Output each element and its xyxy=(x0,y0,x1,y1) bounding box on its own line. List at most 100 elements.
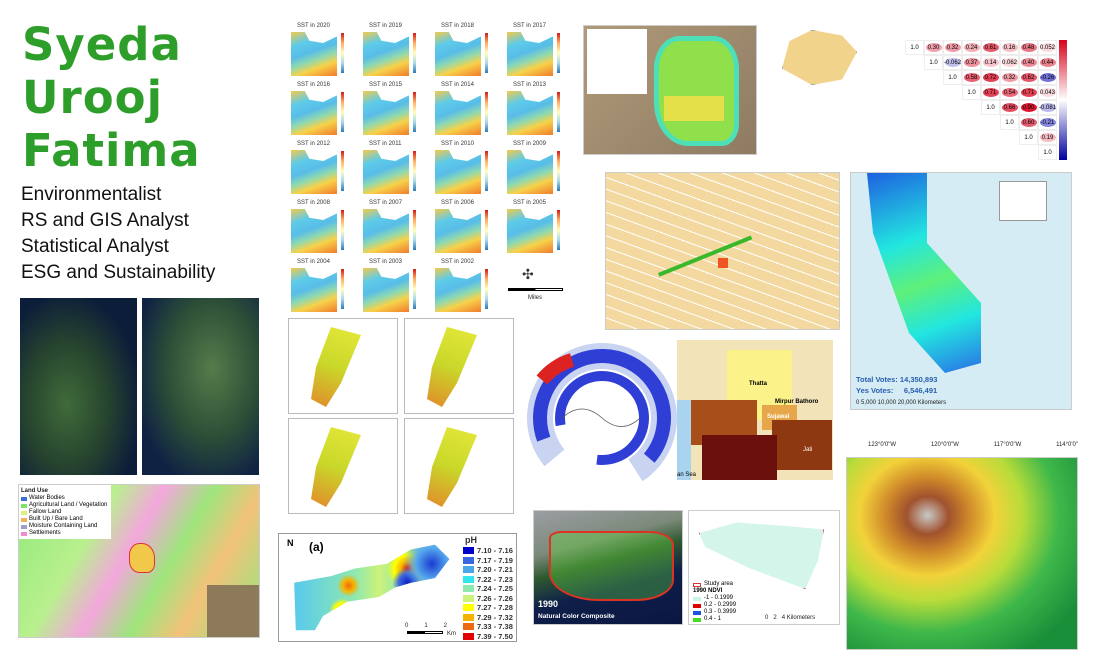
correlation-cell: 0.48 xyxy=(1019,40,1038,55)
sst-map: SST in 2015 xyxy=(357,81,419,137)
correlation-value: 0.71 xyxy=(984,89,997,96)
correlation-cell: 0.54 xyxy=(1000,85,1019,100)
correlation-value: 0.30 xyxy=(927,44,940,51)
correlation-ellipse xyxy=(1020,118,1037,127)
correlation-cell: 0.32 xyxy=(1000,70,1019,85)
ndvi-panel xyxy=(404,318,514,414)
sst-map-title: SST in 2020 xyxy=(297,23,330,29)
legend-swatch xyxy=(21,524,27,529)
sst-map: SST in 2011 xyxy=(357,140,419,196)
correlation-cell: 0.44 xyxy=(1038,55,1057,70)
legend-swatch xyxy=(693,617,701,622)
correlation-cell: 1.0 xyxy=(962,85,981,100)
correlation-ellipse xyxy=(944,58,961,67)
label-sea: an Sea xyxy=(677,472,697,478)
california-counties xyxy=(867,173,981,373)
name-first: Syeda xyxy=(22,18,182,71)
correlation-cell: 0.61 xyxy=(981,40,1000,55)
lon-tick: 114°0'0" xyxy=(1056,442,1078,448)
correlation-value: 0.66 xyxy=(1003,104,1016,111)
role-4: ESG and Sustainability xyxy=(21,262,216,283)
correlation-value: 0.14 xyxy=(984,59,997,66)
correlation-value: -0.21 xyxy=(1040,119,1055,126)
route-line xyxy=(658,235,753,277)
legend-label: 7.27 - 7.28 xyxy=(477,603,513,612)
correlation-cell: 1.0 xyxy=(943,70,962,85)
colorbar xyxy=(341,151,344,191)
correlation-cell: 0.062 xyxy=(1000,55,1019,70)
colorbar xyxy=(413,151,416,191)
correlation-cell: 0.72 xyxy=(981,70,1000,85)
correlation-value: -0.26 xyxy=(1040,74,1055,81)
correlation-value: 0.72 xyxy=(984,74,997,81)
scale-ticks: 0 1 2 xyxy=(405,622,447,630)
ndvi-panel xyxy=(404,418,514,514)
correlation-cell: 0.62 xyxy=(1019,70,1038,85)
colorbar xyxy=(485,92,488,132)
correlation-value: 1.0 xyxy=(948,74,957,81)
inset-map xyxy=(999,181,1047,221)
sea xyxy=(677,400,691,480)
sst-map: SST in 2016 xyxy=(285,81,347,137)
ndvi-panel xyxy=(288,418,398,514)
sst-map-title: SST in 2002 xyxy=(441,259,474,265)
correlation-ellipse xyxy=(1039,73,1056,82)
correlation-cell: 1.0 xyxy=(924,55,943,70)
legend-label: 7.29 - 7.32 xyxy=(477,612,513,622)
correlation-cell: 0.66 xyxy=(1000,100,1019,115)
correlation-cell: 0.60 xyxy=(1019,115,1038,130)
correlation-value: 0.19 xyxy=(1041,134,1054,141)
sst-map: SST in 2013 xyxy=(501,81,563,137)
circular-heatmap xyxy=(527,343,677,493)
satellite-image-right xyxy=(142,298,259,475)
correlation-value: 0.71 xyxy=(1022,89,1035,96)
lon-tick: 117°0'0"W xyxy=(993,442,1022,448)
ndvi-legend-item: -1 - 0.1999 xyxy=(693,595,736,602)
correlation-cell: 0.052 xyxy=(1038,40,1057,55)
sst-map: SST in 2019 xyxy=(357,22,419,78)
yes-votes: Yes Votes: 6,546,491 xyxy=(856,386,938,395)
ph-legend-item: 7.26 - 7.26 xyxy=(463,594,513,604)
colorbar xyxy=(485,269,488,309)
region-south xyxy=(702,435,777,480)
legend-label: Settlements xyxy=(29,530,61,536)
tick: 0 xyxy=(765,615,769,621)
correlation-ellipse xyxy=(1020,73,1037,82)
correlation-value: 1.0 xyxy=(1005,119,1014,126)
correlation-ellipse xyxy=(1020,43,1037,52)
tick: 2 xyxy=(773,615,777,621)
lon-tick: 120°0'0"W xyxy=(930,442,959,448)
landsat-composite-1990: 1990 Natural Color Composite xyxy=(533,510,683,625)
correlation-value: 0.062 xyxy=(1001,59,1017,66)
legend-swatch xyxy=(693,596,701,601)
ndvi-surface xyxy=(699,522,824,589)
colorbar xyxy=(341,92,344,132)
study-area-polygon xyxy=(129,543,155,573)
year-label: 1990 xyxy=(538,599,559,609)
correlation-ellipse xyxy=(982,43,999,52)
sst-surface xyxy=(435,209,481,253)
correlation-value: 0.24 xyxy=(965,44,978,51)
legend-label: 7.24 - 7.25 xyxy=(477,584,513,593)
colorbar xyxy=(413,92,416,132)
correlation-ellipse xyxy=(944,43,961,52)
correlation-cell: 0.71 xyxy=(1019,85,1038,100)
legend-swatch xyxy=(463,585,474,593)
legend-swatch xyxy=(463,556,474,564)
correlation-cell: 1.0 xyxy=(905,40,924,55)
correlation-value: 0.32 xyxy=(1003,74,1016,81)
correlation-cell: 0.16 xyxy=(1000,40,1019,55)
colorbar xyxy=(413,210,416,250)
legend-label: Fallow Land xyxy=(29,509,62,515)
scale-label: Miles xyxy=(528,295,543,301)
correlation-value: 0.052 xyxy=(1039,44,1055,51)
sst-map-title: SST in 2014 xyxy=(441,82,474,88)
ph-legend-item: 7.33 - 7.38 xyxy=(463,622,513,632)
protected-area-legend xyxy=(587,29,647,94)
correlation-cell: 0.19 xyxy=(1038,130,1057,145)
sst-map: SST in 2004 xyxy=(285,258,347,314)
ph-legend-item: 7.24 - 7.25 xyxy=(463,584,513,594)
sst-surface xyxy=(435,91,481,135)
sst-map-title: SST in 2011 xyxy=(369,141,402,147)
